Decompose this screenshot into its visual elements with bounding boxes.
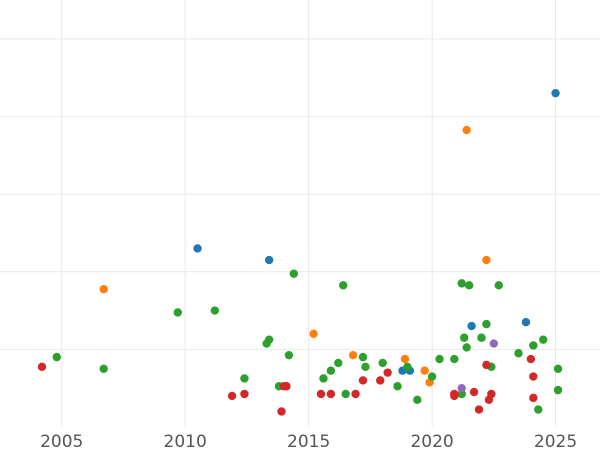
data-point [534, 405, 543, 414]
data-point [403, 362, 412, 372]
data-point [489, 339, 499, 348]
data-point [358, 352, 368, 362]
data-point [289, 269, 299, 278]
x-tick-label: 2015 [287, 432, 330, 450]
data-points [37, 88, 563, 416]
data-point [482, 319, 491, 329]
data-point [99, 284, 108, 294]
data-point [494, 281, 503, 290]
data-point [529, 393, 538, 403]
x-tick-label: 2025 [534, 432, 577, 450]
data-point [339, 281, 348, 290]
data-point [553, 364, 563, 373]
data-point [309, 329, 318, 339]
data-point [341, 389, 350, 399]
data-point [383, 368, 392, 377]
data-point [277, 407, 286, 416]
data-point [227, 391, 237, 401]
data-point [413, 395, 422, 405]
data-point [326, 389, 336, 399]
data-point [334, 358, 343, 368]
data-point [193, 244, 202, 253]
data-point [529, 372, 538, 381]
data-point [173, 308, 182, 317]
data-point [467, 321, 476, 331]
data-point [469, 387, 479, 397]
data-point [457, 383, 466, 393]
x-tick-label: 2005 [40, 432, 83, 450]
data-point [284, 350, 294, 360]
data-point [240, 374, 249, 383]
data-point [462, 343, 471, 352]
data-point [316, 389, 326, 399]
data-point [37, 362, 47, 372]
x-axis-tick-labels: 2005 2010 2015 2020 2025 [40, 432, 577, 450]
data-point [240, 389, 249, 399]
data-point [378, 358, 387, 368]
data-point [529, 341, 538, 350]
data-point [457, 279, 466, 288]
data-point [52, 352, 61, 362]
data-point [514, 349, 523, 358]
grid [0, 0, 600, 427]
data-point [551, 88, 560, 98]
data-point [326, 366, 336, 375]
data-point [459, 333, 469, 342]
data-point [457, 389, 466, 399]
data-point [210, 306, 220, 315]
data-point [351, 389, 360, 399]
data-point [361, 362, 370, 372]
data-point [319, 374, 328, 383]
data-point [99, 364, 108, 373]
data-point [450, 354, 459, 364]
data-point [393, 382, 402, 391]
data-point [474, 405, 484, 414]
data-point [553, 385, 563, 395]
data-point [462, 125, 471, 135]
data-point [282, 382, 291, 391]
data-point [477, 333, 486, 342]
data-point [264, 255, 274, 265]
x-tick-label: 2010 [164, 432, 207, 450]
data-point [376, 376, 385, 385]
data-point [400, 354, 410, 364]
data-point [464, 281, 474, 290]
data-point [539, 335, 548, 344]
data-point [348, 350, 358, 360]
data-point [450, 391, 459, 401]
data-point [482, 360, 491, 370]
data-point [435, 354, 444, 364]
data-point [427, 372, 437, 381]
data-point [526, 354, 536, 364]
x-tick-label: 2020 [410, 432, 453, 450]
data-point [482, 255, 491, 265]
data-point [264, 335, 274, 344]
data-point [358, 376, 368, 385]
data-point [521, 317, 531, 327]
data-point [487, 389, 496, 399]
data-point [420, 366, 429, 375]
